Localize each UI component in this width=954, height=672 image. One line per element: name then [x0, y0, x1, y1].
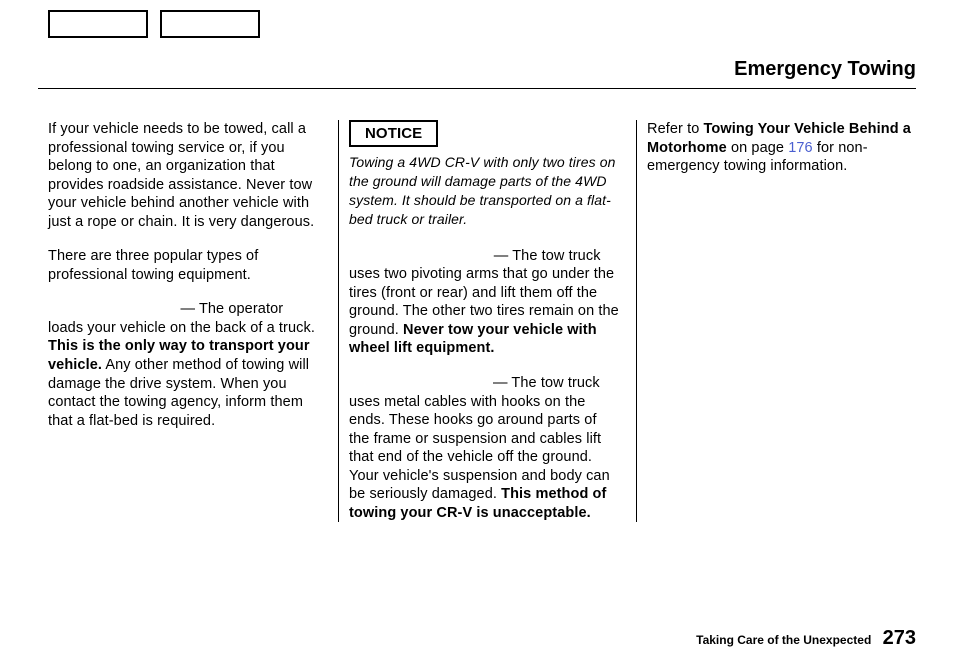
nav-box-1[interactable]: [48, 10, 148, 38]
notice-text: Towing a 4WD CR-V with only two tires on…: [349, 153, 620, 229]
column-3: Refer to Towing Your Vehicle Behind a Mo…: [636, 120, 916, 522]
col3-p1-b: on page: [727, 140, 788, 156]
col2-para1: Wheel-Lift Equipment — The tow truck use…: [349, 247, 620, 358]
page-link-176[interactable]: 176: [788, 140, 813, 156]
col2-p2-lead: — The tow truck uses metal cables with h…: [349, 375, 610, 502]
col2-para2: Sling-type Equipment — The tow truck use…: [349, 374, 620, 522]
footer: Taking Care of the Unexpected 273: [696, 627, 916, 650]
nav-box-2[interactable]: [160, 10, 260, 38]
col1-para2: There are three popular types of profess…: [48, 247, 322, 284]
notice-label-box: NOTICE: [349, 120, 438, 147]
top-button-boxes: [48, 10, 260, 38]
title-divider: [38, 88, 916, 89]
column-2: NOTICE Towing a 4WD CR-V with only two t…: [338, 120, 636, 522]
footer-label: Taking Care of the Unexpected: [696, 633, 871, 647]
col1-p3-lead: — The operator loads your vehicle on the…: [48, 301, 315, 336]
col3-p1-a: Refer to: [647, 121, 704, 137]
content-area: If your vehicle needs to be towed, call …: [48, 120, 916, 522]
col1-para3: Flat-bed Equipment — The operator loads …: [48, 300, 322, 430]
column-1: If your vehicle needs to be towed, call …: [48, 120, 338, 522]
col3-para1: Refer to Towing Your Vehicle Behind a Mo…: [647, 120, 916, 176]
page-title: Emergency Towing: [734, 58, 916, 81]
col1-para1: If your vehicle needs to be towed, call …: [48, 120, 322, 231]
page-number: 273: [883, 627, 916, 649]
